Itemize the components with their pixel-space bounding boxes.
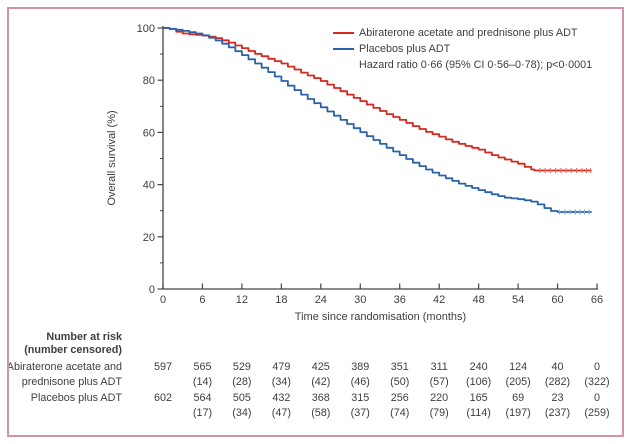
at-risk-value: 351 xyxy=(390,361,409,373)
legend-entry-abiraterone: Abiraterone acetate and prednisone plus … xyxy=(333,25,592,41)
at-risk-value: 165 xyxy=(469,392,488,404)
at-risk-value: 23 xyxy=(551,392,564,404)
legend-line-red-icon xyxy=(333,32,354,34)
censored-value: (74) xyxy=(390,407,410,419)
at-risk-value: 479 xyxy=(272,361,291,373)
legend-annotation-row: Hazard ratio 0·66 (95% CI 0·56–0·78); p<… xyxy=(333,57,592,73)
censored-value: (28) xyxy=(232,376,252,388)
censored-value: (57) xyxy=(429,376,449,388)
censored-value: (34) xyxy=(271,376,291,388)
at-risk-value: 565 xyxy=(193,361,212,373)
censored-value: (47) xyxy=(271,407,291,419)
at-risk-value: 124 xyxy=(509,361,528,373)
x-tick-label: 42 xyxy=(433,294,445,306)
risk-row-label: prednisone plus ADT xyxy=(21,376,122,388)
legend: Abiraterone acetate and prednisone plus … xyxy=(333,25,592,73)
legend-label: Placebos plus ADT xyxy=(359,43,451,55)
x-tick-label: 30 xyxy=(354,294,366,306)
x-tick-label: 24 xyxy=(315,294,327,306)
at-risk-value: 529 xyxy=(232,361,251,373)
censored-value: (114) xyxy=(466,407,491,419)
y-tick-label: 60 xyxy=(143,127,155,139)
x-tick-label: 36 xyxy=(394,294,406,306)
at-risk-value: 389 xyxy=(351,361,370,373)
censored-value: (37) xyxy=(350,407,370,419)
y-axis-title-text: Overall survival (%) xyxy=(106,110,118,206)
x-tick-label: 48 xyxy=(473,294,485,306)
at-risk-value: 220 xyxy=(430,392,449,404)
y-tick-label: 100 xyxy=(137,23,155,35)
censored-value: (58) xyxy=(311,407,331,419)
censored-value: (17) xyxy=(192,407,213,419)
risk-row-label: Placebos plus ADT xyxy=(30,392,122,404)
censored-value: (46) xyxy=(350,376,370,388)
censored-value: (322) xyxy=(584,376,610,388)
at-risk-value: 240 xyxy=(469,361,488,373)
censored-value: (79) xyxy=(429,407,449,419)
km-curve-abiraterone xyxy=(163,27,592,172)
censored-value: (50) xyxy=(390,376,410,388)
at-risk-value: 597 xyxy=(153,361,172,373)
at-risk-value: 505 xyxy=(232,392,251,404)
at-risk-value: 425 xyxy=(311,361,330,373)
legend-line-blue-icon xyxy=(333,48,354,50)
censored-value: (237) xyxy=(544,407,571,419)
hazard-ratio-annotation: Hazard ratio 0·66 (95% CI 0·56–0·78); p<… xyxy=(359,59,593,71)
km-curve-placebo xyxy=(163,27,592,213)
y-tick-label: 40 xyxy=(143,180,155,192)
risk-table-header: Number at risk xyxy=(46,331,122,343)
censored-value: (106) xyxy=(466,376,492,388)
at-risk-value: 0 xyxy=(593,392,600,404)
x-tick-label: 60 xyxy=(551,294,563,306)
at-risk-value: 564 xyxy=(193,392,212,404)
y-tick-label: 80 xyxy=(143,75,155,87)
x-tick-label: 6 xyxy=(199,294,205,306)
censored-value: (197) xyxy=(505,407,531,419)
x-tick-label: 0 xyxy=(160,294,166,306)
at-risk-value: 315 xyxy=(351,392,370,404)
censored-value: (282) xyxy=(544,376,571,388)
at-risk-value: 256 xyxy=(390,392,409,404)
x-tick-label: 54 xyxy=(512,294,524,306)
censored-value: (42) xyxy=(311,376,331,388)
risk-table-header: (number censored) xyxy=(24,344,122,356)
censored-value: (205) xyxy=(505,376,531,388)
x-tick-label: 66 xyxy=(591,294,603,306)
legend-entry-placebo: Placebos plus ADT xyxy=(333,41,592,57)
at-risk-value: 69 xyxy=(512,392,525,404)
x-axis-title: Time since randomisation (months) xyxy=(294,311,467,323)
risk-row-label: Abiraterone acetate and xyxy=(6,361,122,373)
y-tick-label: 20 xyxy=(143,232,155,244)
x-tick-label: 18 xyxy=(275,294,287,306)
at-risk-value: 368 xyxy=(311,392,330,404)
y-tick-label: 0 xyxy=(149,284,155,296)
x-tick-label: 12 xyxy=(236,294,248,306)
at-risk-value: 311 xyxy=(430,361,448,373)
at-risk-value: 0 xyxy=(593,361,600,373)
censored-value: (34) xyxy=(232,407,252,419)
at-risk-value: 602 xyxy=(153,392,172,404)
censored-value: (259) xyxy=(584,407,610,419)
at-risk-value: 40 xyxy=(551,361,564,373)
at-risk-value: 432 xyxy=(272,392,291,404)
censored-value: (14) xyxy=(192,376,213,388)
legend-label: Abiraterone acetate and prednisone plus … xyxy=(359,27,578,39)
